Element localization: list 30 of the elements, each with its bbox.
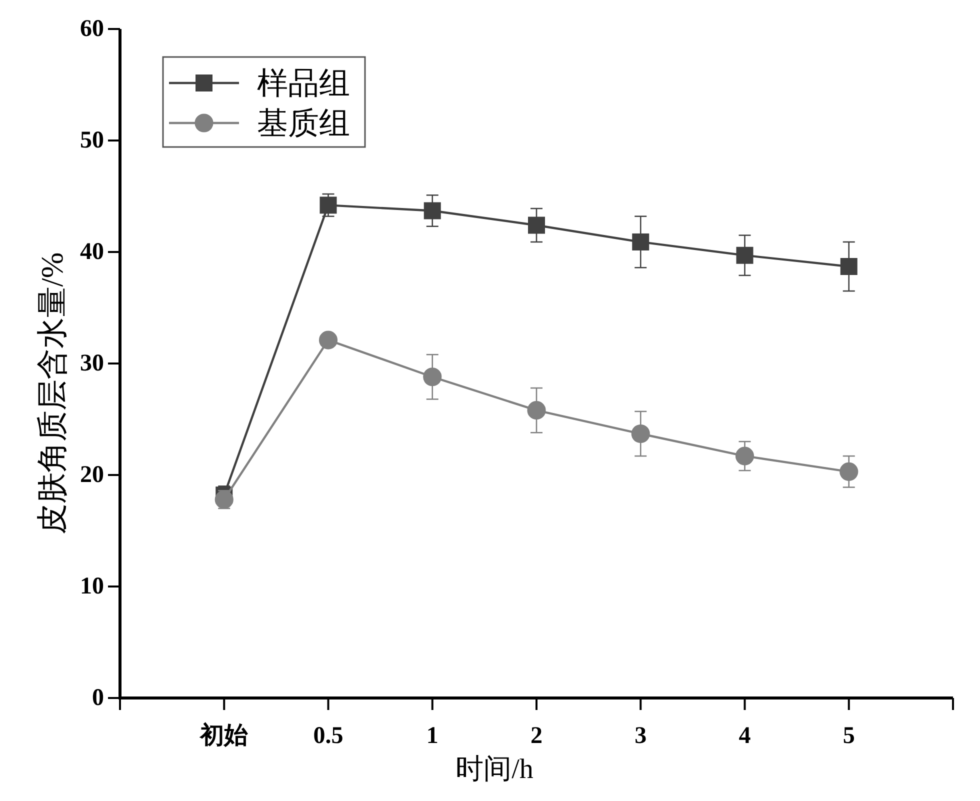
y-tick-label: 60 (80, 16, 104, 42)
point (527, 401, 546, 420)
x-tick-label: 0.5 (313, 723, 344, 749)
point (318, 330, 338, 350)
x-tick-label: 2 (530, 723, 542, 749)
point (735, 446, 754, 466)
y-tick-label: 20 (80, 462, 104, 488)
point (840, 258, 858, 275)
point (424, 202, 441, 220)
point (631, 424, 650, 444)
y-axis-title: 皮肤角质层含水量/% (34, 252, 70, 535)
y-tick-label: 50 (80, 128, 104, 154)
x-tick-label: 5 (842, 723, 855, 749)
y-tick-label: 10 (80, 574, 104, 600)
legend-label: 基质组 (257, 106, 350, 140)
x-tick-label: 初始 (199, 722, 248, 749)
point (840, 462, 858, 481)
x-tick-label: 3 (634, 723, 647, 749)
point (632, 233, 650, 250)
point (423, 368, 442, 386)
point (736, 246, 754, 264)
y-tick-label: 0 (92, 685, 104, 711)
x-tick-label: 4 (738, 723, 751, 749)
legend-label: 样品组 (257, 66, 350, 100)
x-axis-title: 时间/h (456, 754, 534, 785)
point (528, 216, 545, 234)
x-tick-label: 1 (426, 723, 438, 749)
y-tick-label: 40 (80, 239, 104, 265)
point (320, 196, 337, 214)
y-tick-label: 30 (80, 350, 104, 376)
